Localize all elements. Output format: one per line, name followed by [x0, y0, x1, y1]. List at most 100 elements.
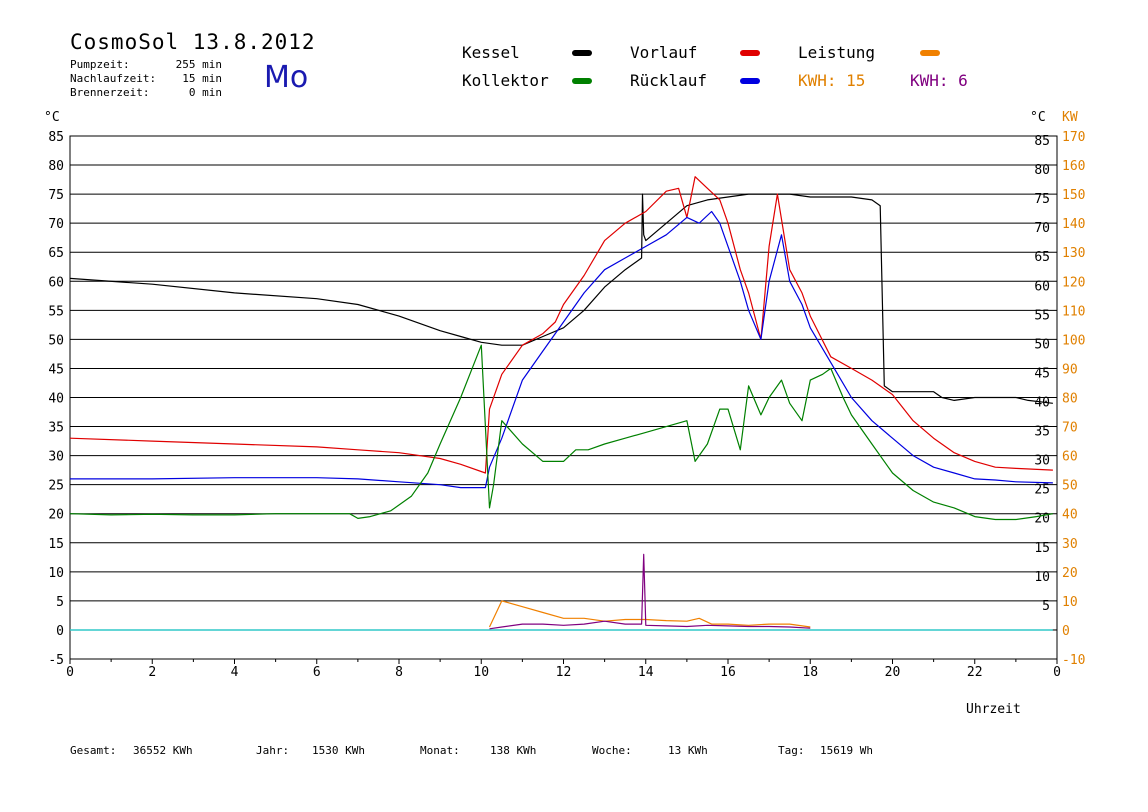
y-tick-label: 85 [48, 130, 64, 145]
y-tick-label: 65 [48, 246, 64, 261]
footer-tag-value: 15619 Wh [820, 744, 873, 757]
left-axis-unit: °C [44, 110, 60, 125]
info-value: 255 min [175, 58, 222, 71]
y-right-tick-label: 55 [1034, 308, 1050, 323]
info-value: 15 min [182, 72, 222, 85]
y-right-tick-label: 85 [1034, 134, 1050, 149]
y2-tick-label: 0 [1062, 624, 1070, 639]
info-label: Nachlaufzeit: [70, 72, 157, 85]
footer-monat-value: 138 KWh [490, 744, 537, 757]
y2-tick-label: 30 [1062, 537, 1078, 552]
legend-leistung-swatch [920, 50, 940, 56]
x-tick-label: 4 [231, 665, 239, 680]
x-tick-label: 10 [473, 665, 489, 680]
y-right-tick-label: 75 [1034, 192, 1050, 207]
x-tick-label: 22 [967, 665, 983, 680]
y-tick-label: 55 [48, 304, 64, 319]
footer-gesamt-label: Gesamt: [70, 744, 117, 757]
y2-tick-label: 170 [1062, 130, 1085, 145]
x-tick-label: 16 [720, 665, 736, 680]
y2-tick-label: 160 [1062, 159, 1085, 174]
x-tick-label: 0 [1053, 665, 1061, 680]
y-right-tick-label: 5 [1042, 599, 1050, 614]
info-label: Brennerzeit: [70, 86, 150, 99]
legend-vorlauf-label: Vorlauf [630, 43, 698, 62]
y-right-tick-label: 60 [1034, 279, 1050, 294]
y2-tick-label: 50 [1062, 479, 1078, 494]
chart-title: CosmoSol 13.8.2012 [70, 30, 316, 54]
y-tick-label: 45 [48, 362, 64, 377]
y-right-tick-label: 15 [1034, 541, 1050, 556]
y-tick-label: 35 [48, 421, 64, 436]
footer-jahr-value: 1530 KWh [312, 744, 365, 757]
y-tick-label: 40 [48, 392, 64, 407]
footer-jahr-label: Jahr: [256, 744, 290, 757]
x-tick-label: 8 [395, 665, 403, 680]
y2-tick-label: 150 [1062, 188, 1085, 203]
y-right-tick-label: 20 [1034, 512, 1050, 527]
legend-kollektor-swatch [572, 78, 592, 84]
y2-tick-label: 70 [1062, 421, 1078, 436]
x-tick-label: 2 [148, 665, 156, 680]
legend-kwh-purple: KWH: 6 [910, 71, 968, 90]
y-right-tick-label: 40 [1034, 396, 1050, 411]
y-tick-label: 50 [48, 333, 64, 348]
footer-gesamt-value: 36552 KWh [133, 744, 193, 757]
x-tick-label: 12 [556, 665, 572, 680]
y-tick-label: 30 [48, 450, 64, 465]
info-brennerzeit: Brennerzeit: 0 min [70, 86, 222, 99]
series-vorlauf-line [69, 176, 1053, 474]
y-tick-label: 10 [48, 566, 64, 581]
x-tick-label: 0 [66, 665, 74, 680]
series-kwh-line [489, 553, 811, 630]
info-value: 0 min [188, 86, 222, 99]
footer-monat-label: Monat: [420, 744, 460, 757]
series-kollektor-line [69, 344, 1054, 521]
right-axis-unit-c: °C [1030, 110, 1046, 125]
legend-kwh-total: KWH: 15 [798, 71, 866, 90]
series-leistung-line [488, 600, 811, 628]
grid-lines [69, 135, 1058, 660]
y-right-tick-label: 65 [1034, 250, 1050, 265]
info-label: Pumpzeit: [70, 58, 130, 71]
y-right-tick-label: 10 [1034, 570, 1050, 585]
series-rcklauf-line [70, 210, 1053, 489]
y2-tick-label: 80 [1062, 392, 1078, 407]
y2-tick-label: 130 [1062, 246, 1085, 261]
y-tick-label: 0 [56, 624, 64, 639]
y-tick-label: 25 [48, 479, 64, 494]
y2-tick-label: 140 [1062, 217, 1085, 232]
y-tick-label: 80 [48, 159, 64, 174]
footer-woche-value: 13 KWh [668, 744, 708, 757]
x-tick-label: 14 [638, 665, 654, 680]
y-right-tick-label: 50 [1034, 337, 1050, 352]
y-right-tick-label: 30 [1034, 454, 1050, 469]
y2-tick-label: 90 [1062, 362, 1078, 377]
y-right-tick-label: 70 [1034, 221, 1050, 236]
legend-kessel-label: Kessel [462, 43, 520, 62]
legend-leistung-label: Leistung [798, 43, 876, 62]
y-right-tick-label: 25 [1034, 483, 1050, 498]
x-tick-label: 20 [885, 665, 901, 680]
y-tick-label: 60 [48, 275, 64, 290]
y-right-tick-label: 45 [1034, 366, 1050, 381]
x-tick-label: 6 [313, 665, 321, 680]
info-nachlaufzeit: Nachlaufzeit: 15 min [70, 72, 222, 85]
y-tick-label: 75 [48, 188, 64, 203]
y2-tick-label: -10 [1062, 653, 1085, 668]
y2-tick-label: 110 [1062, 304, 1085, 319]
info-pumpzeit: Pumpzeit: 255 min [70, 58, 222, 71]
series-lines [69, 176, 1057, 631]
y2-tick-label: 100 [1062, 333, 1085, 348]
y2-tick-label: 120 [1062, 275, 1085, 290]
series-kessel-line [69, 193, 1053, 404]
y2-tick-label: 20 [1062, 566, 1078, 581]
y2-tick-label: 60 [1062, 450, 1078, 465]
legend-kessel-swatch [572, 50, 592, 56]
x-axis-label: Uhrzeit [966, 702, 1021, 717]
axis-ticks: -505101520253035404550556065707580855101… [48, 130, 1085, 680]
footer-tag-label: Tag: [778, 744, 805, 757]
y-tick-label: 20 [48, 508, 64, 523]
y-tick-label: 15 [48, 537, 64, 552]
